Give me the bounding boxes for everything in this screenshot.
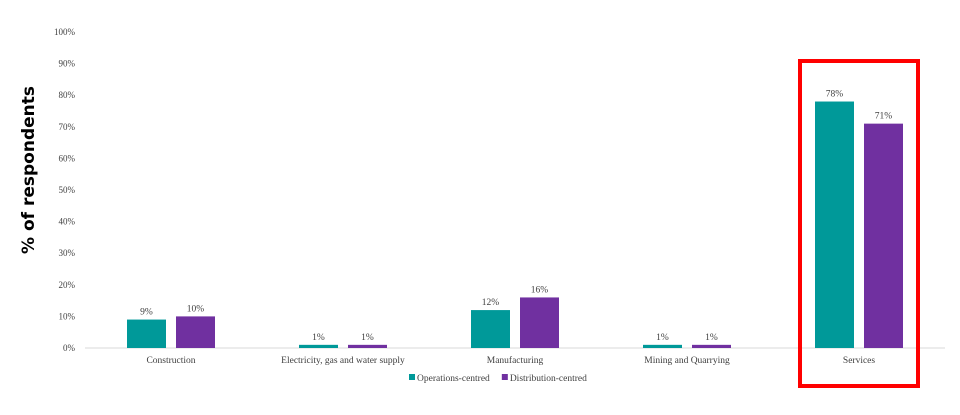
- data-label: 78%: [826, 90, 844, 100]
- y-tick-label: 80%: [59, 90, 76, 100]
- category-label: Electricity, gas and water supply: [281, 356, 405, 366]
- bar-operations-centred-mining-and-quarrying: [643, 344, 682, 348]
- legend-swatch-operations-centred: [409, 374, 415, 380]
- y-tick-label: 10%: [59, 311, 76, 321]
- category-label: Mining and Quarrying: [644, 356, 730, 366]
- data-label: 71%: [875, 112, 893, 122]
- category-label: Services: [843, 356, 875, 366]
- y-tick-label: 50%: [59, 185, 76, 195]
- legend-label: Distribution-centred: [510, 374, 587, 384]
- data-label: 16%: [531, 285, 549, 295]
- services-highlight-box: [798, 59, 920, 388]
- legend-swatch-distribution-centred: [501, 374, 508, 380]
- data-label: 1%: [705, 333, 718, 343]
- data-label: 1%: [656, 333, 669, 343]
- data-label: 1%: [361, 333, 374, 343]
- y-tick-label: 90%: [59, 59, 76, 69]
- category-label: Manufacturing: [487, 355, 544, 366]
- y-tick-label: 100%: [54, 27, 76, 37]
- bar-operations-centred-services: [815, 101, 854, 349]
- bars: [127, 101, 903, 349]
- bar-operations-centred-construction: [127, 319, 166, 348]
- y-axis-ticks: 0% 10% 20% 30% 40% 50% 60% 70% 80% 90% 100%: [54, 27, 76, 353]
- y-tick-label: 30%: [59, 248, 76, 258]
- y-axis-title: % of respondents: [19, 86, 39, 254]
- bar-distribution-centred-construction: [176, 316, 215, 348]
- bar-distribution-centred-manufacturing: [520, 297, 559, 348]
- data-label: 9%: [140, 308, 153, 318]
- y-tick-label: 40%: [59, 217, 76, 227]
- data-label: 12%: [482, 298, 500, 308]
- category-label: Construction: [146, 356, 195, 366]
- data-label: 10%: [187, 304, 205, 314]
- bar-distribution-centred-electricity-gas-and-water-supply: [348, 344, 387, 348]
- bar-operations-centred-manufacturing: [471, 310, 510, 348]
- data-label: 1%: [312, 333, 325, 343]
- y-tick-label: 60%: [59, 153, 76, 163]
- legend-label: Operations-centred: [417, 374, 490, 384]
- y-tick-label: 70%: [59, 122, 76, 132]
- legend: Operations-centred Distribution-centred: [409, 374, 587, 384]
- category-labels: Construction Electricity, gas and water s…: [146, 355, 875, 366]
- data-labels: 9% 10% 1% 1% 12% 16% 1% 1% 78% 71%: [140, 90, 892, 343]
- bar-distribution-centred-mining-and-quarrying: [692, 344, 731, 348]
- bar-operations-centred-electricity-gas-and-water-supply: [299, 344, 338, 348]
- y-tick-label: 0%: [63, 343, 76, 353]
- bar-distribution-centred-services: [864, 123, 903, 348]
- y-tick-label: 20%: [59, 280, 76, 290]
